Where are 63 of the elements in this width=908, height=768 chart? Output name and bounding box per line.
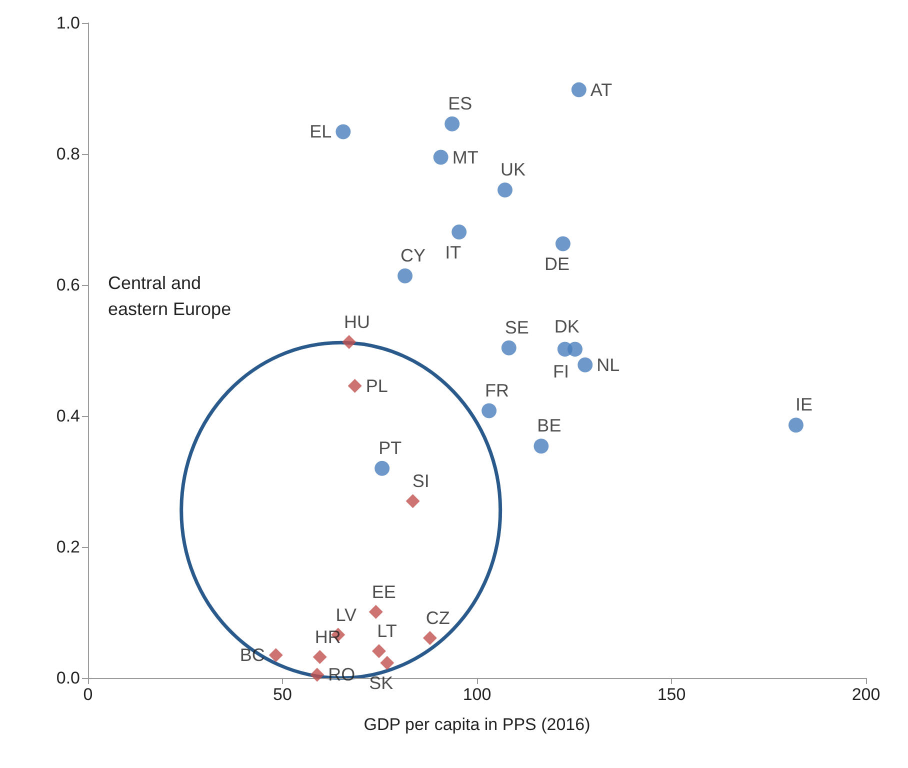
data-label: CY <box>400 245 426 266</box>
point <box>348 378 362 393</box>
point <box>380 656 394 670</box>
point <box>534 438 549 454</box>
point <box>578 357 593 372</box>
data-label: MT <box>452 147 478 168</box>
data-label: BC <box>240 645 265 666</box>
point <box>374 460 390 476</box>
point <box>398 268 413 284</box>
data-label: FI <box>553 362 570 382</box>
point <box>368 604 383 619</box>
point <box>555 236 570 252</box>
x-tick-label: 150 <box>657 685 686 704</box>
data-label: PL <box>366 376 388 396</box>
y-tick-label: 0.4 <box>56 406 80 426</box>
data-label: EL <box>310 122 332 142</box>
data-label: DE <box>544 254 570 274</box>
point <box>433 150 448 165</box>
y-tick-label: 0.0 <box>56 668 80 688</box>
x-tick-label: 100 <box>462 685 492 704</box>
point <box>406 494 420 508</box>
point <box>571 82 586 98</box>
data-label: LT <box>377 621 397 642</box>
y-tick-label: 1.0 <box>56 14 80 32</box>
data-label: AT <box>590 80 612 100</box>
data-label: DK <box>554 316 580 337</box>
data-label: SK <box>369 672 394 693</box>
data-label: FR <box>485 380 510 400</box>
point <box>310 668 324 682</box>
data-label: ES <box>448 93 472 114</box>
data-label: SI <box>412 471 430 492</box>
y-tick-label: 0.6 <box>56 276 80 294</box>
point <box>444 116 460 132</box>
point <box>452 224 467 240</box>
point <box>422 631 437 646</box>
point <box>312 650 327 664</box>
data-label: SE <box>504 317 529 338</box>
point <box>336 124 351 140</box>
data-label: EE <box>372 582 396 602</box>
y-tick-label: 0.8 <box>56 144 80 164</box>
point <box>268 648 283 662</box>
data-label: UK <box>500 160 526 180</box>
y-tick-label: 0.2 <box>56 538 80 556</box>
point <box>568 342 583 357</box>
point <box>788 418 804 433</box>
data-label: LV <box>336 604 356 625</box>
x-tick-label: 50 <box>273 685 292 704</box>
data-label: IE <box>795 394 812 415</box>
data-label: HU <box>344 312 370 332</box>
data-label: BE <box>537 416 562 436</box>
point <box>501 340 516 356</box>
data-label: NL <box>596 354 620 375</box>
point <box>342 334 356 349</box>
point <box>482 403 497 418</box>
point <box>372 644 386 658</box>
x-tick-label: 200 <box>852 685 880 704</box>
x-axis-title: GDP per capita in PPS (2016) <box>364 715 590 734</box>
annotation: Central and eastern Europe <box>108 273 232 319</box>
point <box>498 182 513 198</box>
data-label: IT <box>445 242 462 262</box>
x-tick-label: 0 <box>83 685 93 704</box>
data-label: PT <box>378 438 402 458</box>
data-label: CZ <box>426 608 450 628</box>
